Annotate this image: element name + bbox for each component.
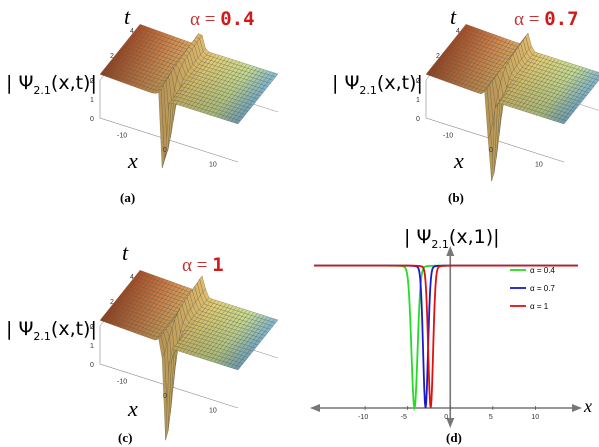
x-axis-label-b: x [454,148,464,173]
panel-a: 4 2 0 -10 0 10 2 1 0 | Ψ2.1(x,t)| t x α = 0.4 (a… [0,0,300,210]
t-tick-label: 4 [130,274,134,281]
series-line [314,264,578,408]
caption-d: (d) [446,430,462,445]
alpha-label-c: α = 1 [182,254,224,276]
ylabel-d: | Ψ2.1(x,1)| [404,226,500,251]
surface-cell [560,119,567,125]
t-tick-label: 4 [456,28,460,35]
x-tick-label: 0 [444,414,448,421]
x-tick-label: 0 [163,393,167,400]
box-front-edge [99,326,239,409]
legend-label: α = 0.7 [530,284,555,293]
x-tick-label: -10 [117,132,127,139]
alpha-label-a: α = 0.4 [190,8,255,30]
x-axis-label-c: x [128,396,138,421]
zlabel-a: | Ψ2.1(x,t)| [6,72,97,97]
x-tick-label: -10 [358,414,368,421]
t-axis-label-b: t [450,4,457,29]
z-tick-label: 0 [416,116,420,123]
panel-d: -10 -5 5 10 0 α = 0.4 α = 0.7 α = 1 | Ψ2.1(x,1)… [300,226,599,447]
t-tick-label: 4 [130,28,134,35]
x-axis-left-arrow [310,404,320,412]
x-tick-label: -5 [401,414,407,421]
x-tick-label: -10 [443,132,453,139]
t-tick-label: 2 [436,53,440,60]
x-tick-label: 10 [209,162,217,169]
x-tick-label: 10 [531,414,539,421]
surface-cell [234,365,241,371]
t-tick-label: 2 [110,299,114,306]
x-tick-label: 10 [535,162,543,169]
alpha-label-b: α = 0.7 [514,8,579,30]
z-tick-label: 0 [90,116,94,123]
t-tick-label: 0 [90,78,94,85]
y-axis-up-arrow [446,246,455,256]
x-tick-label: 0 [163,147,167,154]
z-tick-label: 1 [90,97,94,104]
x-tick-label: 10 [209,408,217,415]
x-axis-label-a: x [128,148,138,173]
z-tick-label: 2 [416,78,420,85]
x-tick-label: -10 [117,378,127,385]
box-front-edge [425,80,565,163]
t-axis-label-c: t [122,240,129,265]
caption-b: (b) [448,190,464,205]
x-tick-label: 5 [489,414,493,421]
x-tick-label: 0 [489,147,493,154]
z-tick-label: 0 [90,362,94,369]
y-axis-down-arrow [446,418,455,428]
z-tick-label: 2 [90,324,94,331]
zlabel-b: | Ψ2.1(x,t)| [332,72,423,97]
z-tick-label: 2 [90,78,94,85]
x-axis-right-arrow [572,404,582,412]
caption-c: (c) [118,430,133,445]
caption-a: (a) [120,190,136,205]
t-axis-label-a: t [124,4,131,29]
panel-b: 4 2 0 -10 0 10 2 1 0 | Ψ2.1(x,t)| t x α = 0.7 (b… [300,0,599,210]
t-tick-label: 0 [90,324,94,331]
legend-label: α = 1 [530,302,549,311]
t-tick-label: 2 [110,53,114,60]
zlabel-c: | Ψ2.1(x,t)| [6,318,97,343]
x-axis-label-d: x [584,396,592,416]
box-front-edge [99,80,239,163]
line-chart-d: -10 -5 5 10 0 α = 0.4 α = 0.7 α = 1 [310,246,582,428]
z-tick-label: 1 [90,343,94,350]
surface-cell [234,119,241,125]
z-tick-label: 1 [416,97,420,104]
t-tick-label: 0 [416,78,420,85]
legend-label: α = 0.4 [530,266,555,275]
panel-c: 4 2 0 -10 0 10 2 1 0 | Ψ2.1(x,t)| t x α = 1 (c) [0,236,300,447]
